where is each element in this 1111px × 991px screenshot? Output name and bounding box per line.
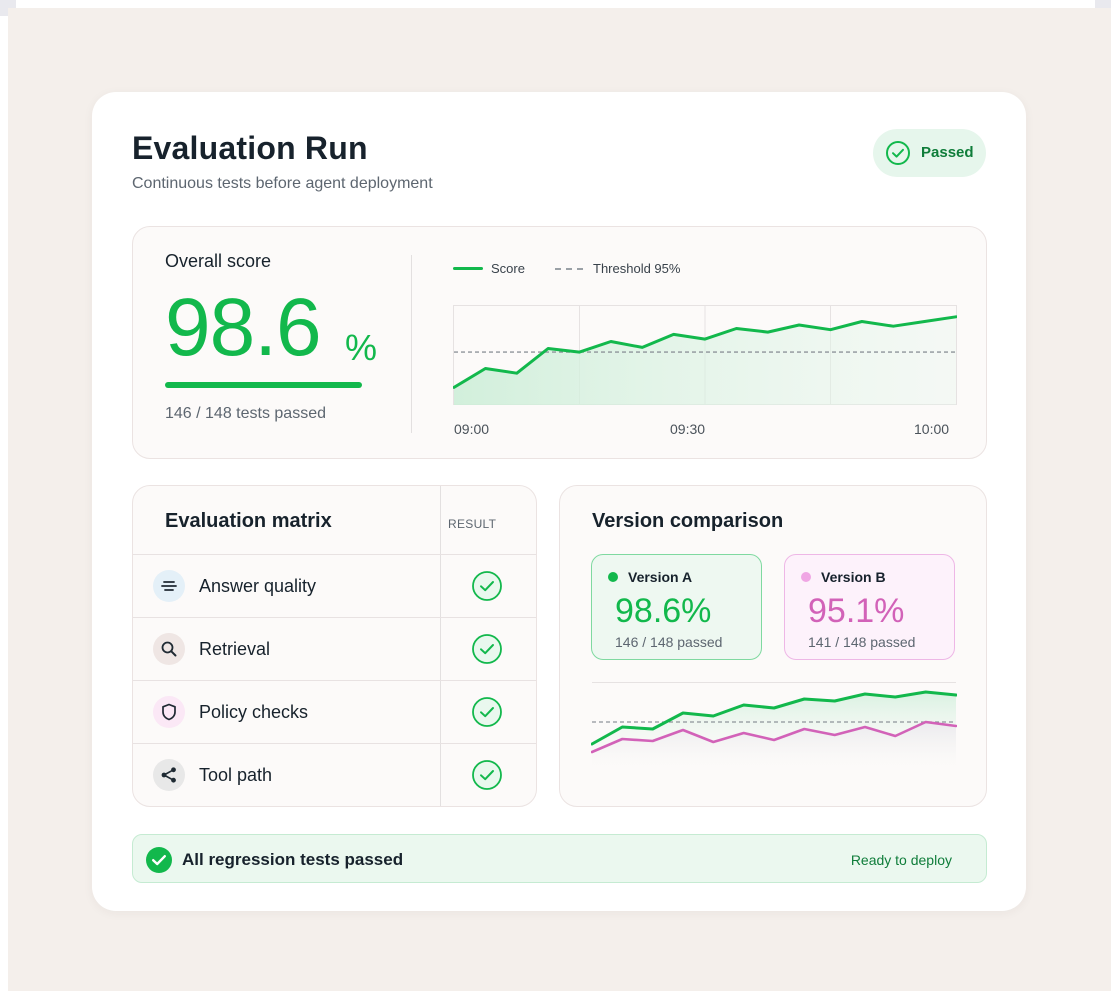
matrix-row-label: Tool path — [199, 765, 273, 785]
version-comparison-panel: Version comparison Version A 98.6% 146 /… — [559, 485, 987, 807]
legend-threshold: Threshold 95% — [555, 261, 680, 276]
version-trend-chart — [591, 682, 957, 772]
matrix-row-label: Policy checks — [199, 702, 309, 722]
overall-score-unit: % — [345, 327, 378, 368]
check-filled-icon — [146, 847, 172, 873]
tests-passed-text: 146 / 148 tests passed — [165, 405, 326, 422]
version-b-label: Version B — [821, 569, 886, 585]
overall-score-panel: Overall score 98.6 % 146 / 148 tests pas… — [132, 226, 987, 459]
check-circle-icon — [886, 141, 910, 165]
shield-icon — [153, 696, 185, 728]
version-a-series-line — [591, 690, 957, 746]
version-b-series-line — [591, 720, 957, 754]
version-a-passed: 146 / 148 passed — [615, 634, 723, 650]
version-b-card[interactable]: Version B 95.1% 141 / 148 passed — [784, 554, 955, 660]
version-a-value: 98.6% — [615, 592, 712, 630]
matrix-row-retrieval[interactable]: Retrieval — [133, 617, 536, 681]
legend-score-label: Score — [491, 261, 525, 276]
deploy-status: Ready to deploy — [850, 852, 952, 868]
version-b-area — [592, 722, 956, 772]
version-b-name: Version B — [801, 569, 886, 585]
overall-score-label: Overall score — [165, 251, 272, 271]
matrix-row-tool-path[interactable]: Tool path — [133, 743, 536, 807]
matrix-row-answer-quality[interactable]: Answer quality — [133, 554, 536, 618]
status-badge: Passed — [873, 129, 986, 177]
x-tick-label: 09:30 — [670, 421, 706, 437]
score-trend-chart — [453, 305, 957, 405]
check-circle-icon — [472, 697, 502, 727]
check-circle-icon — [472, 760, 502, 790]
version-b-passed: 141 / 148 passed — [808, 634, 916, 650]
matrix-row-label: Retrieval — [199, 639, 271, 659]
result-column-header: RESULT — [448, 517, 497, 531]
score-area — [454, 316, 956, 405]
version-comparison-title: Version comparison — [592, 510, 784, 532]
lines-icon — [153, 570, 185, 602]
check-circle-icon — [472, 634, 502, 664]
version-a-card[interactable]: Version A 98.6% 146 / 148 passed — [591, 554, 762, 660]
footer-message: All regression tests passed — [182, 850, 404, 869]
share-icon — [153, 759, 185, 791]
legend-score: Score — [453, 261, 525, 276]
status-badge-label: Passed — [921, 144, 974, 161]
legend-threshold-label: Threshold 95% — [593, 261, 681, 276]
panel-divider — [411, 255, 412, 433]
matrix-title: Evaluation matrix — [165, 510, 332, 532]
check-circle-icon — [472, 571, 502, 601]
version-a-dot — [608, 572, 618, 582]
column-divider — [440, 486, 441, 806]
legend-score-swatch — [453, 267, 483, 270]
version-b-value: 95.1% — [808, 592, 905, 630]
regression-footer: All regression tests passed Ready to dep… — [132, 834, 987, 883]
version-a-label: Version A — [628, 569, 693, 585]
page-subtitle: Continuous tests before agent deployment — [132, 175, 433, 192]
page-title: Evaluation Run — [132, 130, 368, 166]
x-tick-label: 10:00 — [914, 421, 950, 437]
evaluation-matrix-panel: Evaluation matrix RESULT Answer quality … — [132, 485, 537, 807]
score-progress-bar — [165, 382, 362, 388]
search-icon — [153, 633, 185, 665]
evaluation-card: Evaluation Run Continuous tests before a… — [92, 92, 1026, 911]
score-series-line — [453, 315, 957, 389]
matrix-row-policy-checks[interactable]: Policy checks — [133, 680, 536, 744]
version-a-name: Version A — [608, 569, 692, 585]
x-tick-label: 09:00 — [454, 421, 490, 437]
top-strip — [0, 0, 1111, 16]
version-b-dot — [801, 572, 811, 582]
overall-score-value: 98.6 — [165, 282, 322, 373]
legend-threshold-swatch — [555, 267, 583, 270]
matrix-row-label: Answer quality — [199, 576, 317, 596]
